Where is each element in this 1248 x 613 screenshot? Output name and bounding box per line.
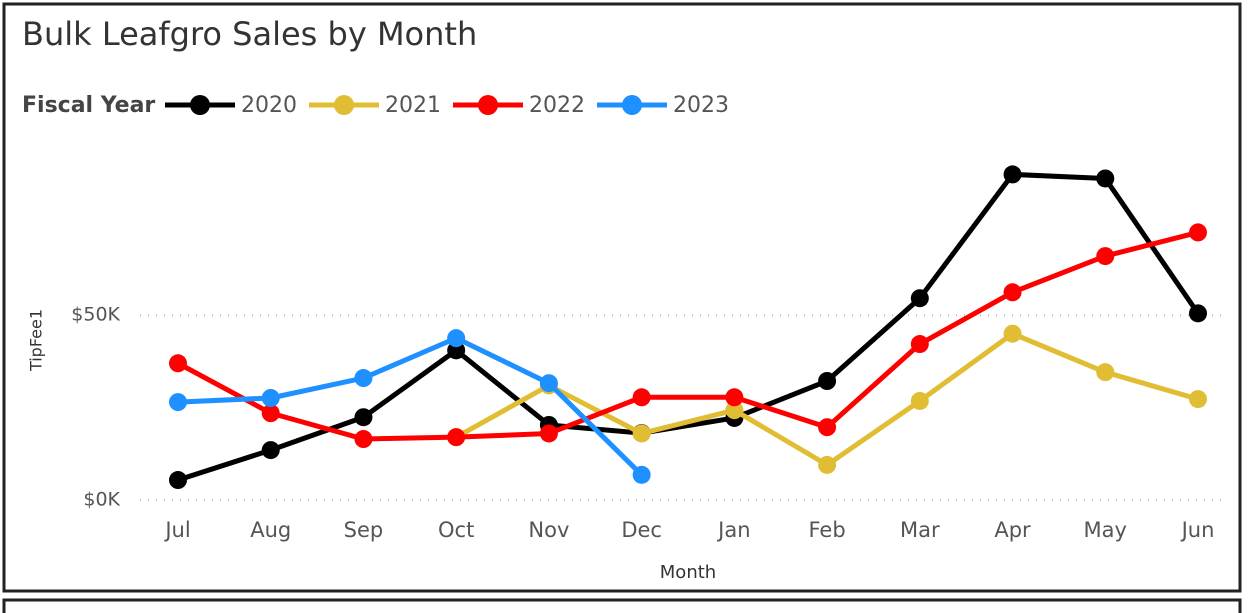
point [261,389,280,407]
point [725,401,744,420]
legend-marker [622,95,642,115]
series-line [177,335,644,477]
point [632,465,651,484]
legend-marker [190,95,210,115]
chart-title: Bulk Leafgro Sales by Month [22,15,477,53]
point [1096,169,1115,188]
point [169,471,187,490]
x-tick-label: Jan [716,518,750,542]
panel-border [2,2,1242,593]
x-tick-label: May [1084,518,1127,542]
point [1189,304,1207,323]
point [539,374,558,393]
point [1003,324,1022,343]
x-tick-label: Sep [344,518,384,542]
point [354,369,373,388]
x-tick-label: Feb [808,518,845,542]
point [447,428,466,447]
x-tick-label: Jul [163,518,190,542]
point [818,418,837,437]
next-panel [2,598,1242,613]
point [1096,247,1115,266]
point [539,424,558,443]
point [632,388,651,407]
y-axis-label: TipFee1 [27,309,46,372]
x-tick-label: Apr [994,518,1031,542]
legend-label: 2023 [673,93,729,118]
legend-marker [334,95,354,115]
legend-label: 2020 [241,93,297,118]
series-line [177,171,1201,483]
y-tick-label: $0K [83,489,120,511]
point [910,335,929,354]
series-line [176,230,1199,442]
legend-marker [478,95,498,115]
point [725,388,744,407]
point [1096,363,1115,382]
point [818,455,837,474]
legend-label: 2022 [529,93,585,118]
x-tick-label: Nov [528,518,569,542]
x-tick-label: Aug [250,518,291,542]
y-tick-label: $50K [71,304,120,326]
point [261,404,280,423]
point [447,329,466,348]
point [354,430,373,449]
point [632,424,651,443]
point [354,408,373,427]
point [910,289,929,308]
x-tick-label: Dec [621,518,662,542]
legend-label: 2021 [385,93,441,118]
point [910,391,929,410]
point [261,441,280,460]
point [1003,283,1022,302]
point [1003,165,1022,184]
legend-title: Fiscal Year [22,93,155,118]
x-tick-label: Oct [438,518,474,542]
point [1189,390,1207,409]
point [1189,223,1207,242]
x-axis-label: Month [660,562,716,583]
x-tick-label: Jun [1180,518,1215,542]
point [169,354,187,373]
point [818,372,837,390]
point [169,393,187,412]
x-tick-label: Mar [900,518,940,542]
